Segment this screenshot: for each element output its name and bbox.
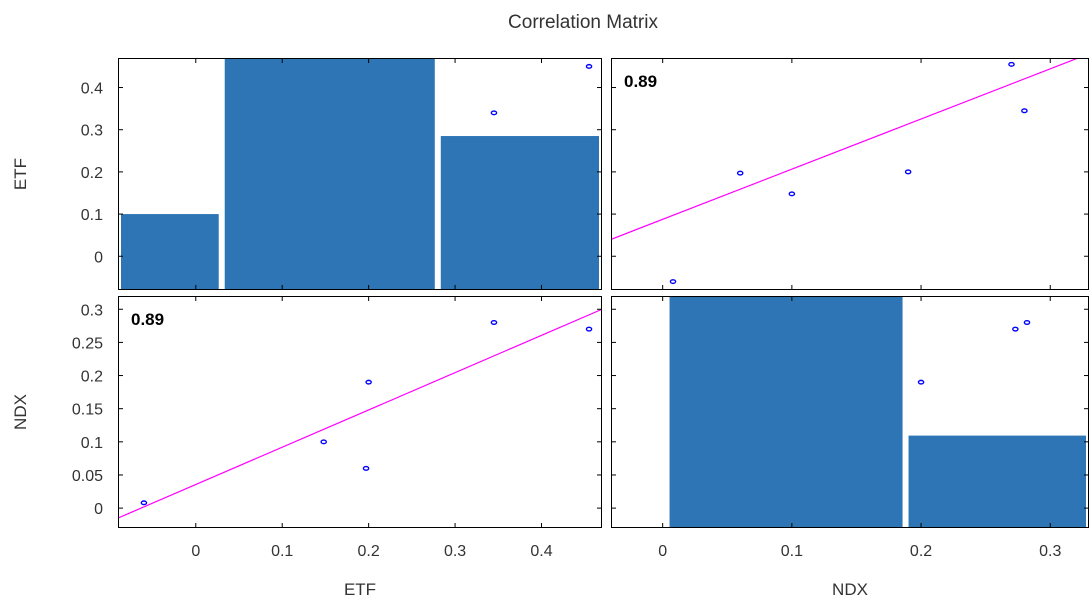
panel-content [121,58,599,290]
panel-content [118,308,602,519]
chart-title: Correlation Matrix [508,12,658,33]
panel-content [611,58,1080,285]
histogram-bar [224,58,435,290]
x-axis-label: ETF [344,580,376,599]
y-tick-label: 0.15 [72,402,103,419]
y-tick-label: 0.1 [81,207,103,224]
x-tick-label: 0.1 [271,543,293,560]
data-point [669,279,677,285]
data-point [585,326,593,332]
panel-etf-vs-ndx: 0.89 [611,58,1089,290]
x-tick-label: 0 [658,543,667,560]
y-axis-label: ETF [11,158,30,190]
y-tick-label: 0.4 [81,81,103,98]
data-point [1023,320,1031,326]
y-tick-label: 0.25 [72,335,103,352]
y-tick-label: 0.2 [81,165,103,182]
y-axis-label: NDX [11,394,30,430]
data-point [362,465,370,471]
x-axis-label: NDX [832,580,868,599]
data-point [320,439,328,445]
panel-ndx-vs-ndx [611,296,1089,528]
x-tick-label: 0 [191,543,200,560]
x-tick-label: 0.2 [910,543,932,560]
fit-line [611,58,1080,240]
data-point [917,379,925,385]
y-tick-label: 0.3 [81,123,103,140]
y-tick-label: 0 [94,249,103,266]
data-point [736,170,744,176]
panel-frame [611,58,1089,290]
histogram-bar [121,214,219,290]
data-point [490,320,498,326]
data-point [140,500,148,506]
histogram-bar [908,435,1086,528]
y-tick-label: 0.05 [72,468,103,485]
y-tick-label: 0.3 [81,302,103,319]
data-point [1008,61,1015,67]
panel-ndx-vs-etf: 0.89 [118,296,602,528]
correlation-label: 0.89 [131,310,164,329]
y-tick-label: 0 [94,501,103,518]
x-tick-label: 0.4 [530,543,552,560]
panel-frame [118,296,602,528]
data-point [788,191,796,197]
histogram-bar [669,297,903,528]
data-point [1012,326,1019,332]
data-point [585,63,593,69]
x-tick-label: 0.1 [781,543,803,560]
x-tick-label: 0.2 [358,543,380,560]
panel-content [669,297,1086,528]
panel-frame [118,58,602,290]
x-tick-label: 0.3 [1039,543,1061,560]
histogram-bar [440,136,599,290]
correlation-label: 0.89 [624,72,657,91]
data-point [1021,108,1028,114]
data-point [904,169,912,175]
fit-line [118,308,602,519]
data-point [490,110,498,116]
y-tick-label: 0.1 [81,435,103,452]
data-point [365,379,372,385]
x-tick-label: 0.3 [444,543,466,560]
panel-etf-vs-etf [118,58,602,290]
y-tick-label: 0.2 [81,369,103,386]
